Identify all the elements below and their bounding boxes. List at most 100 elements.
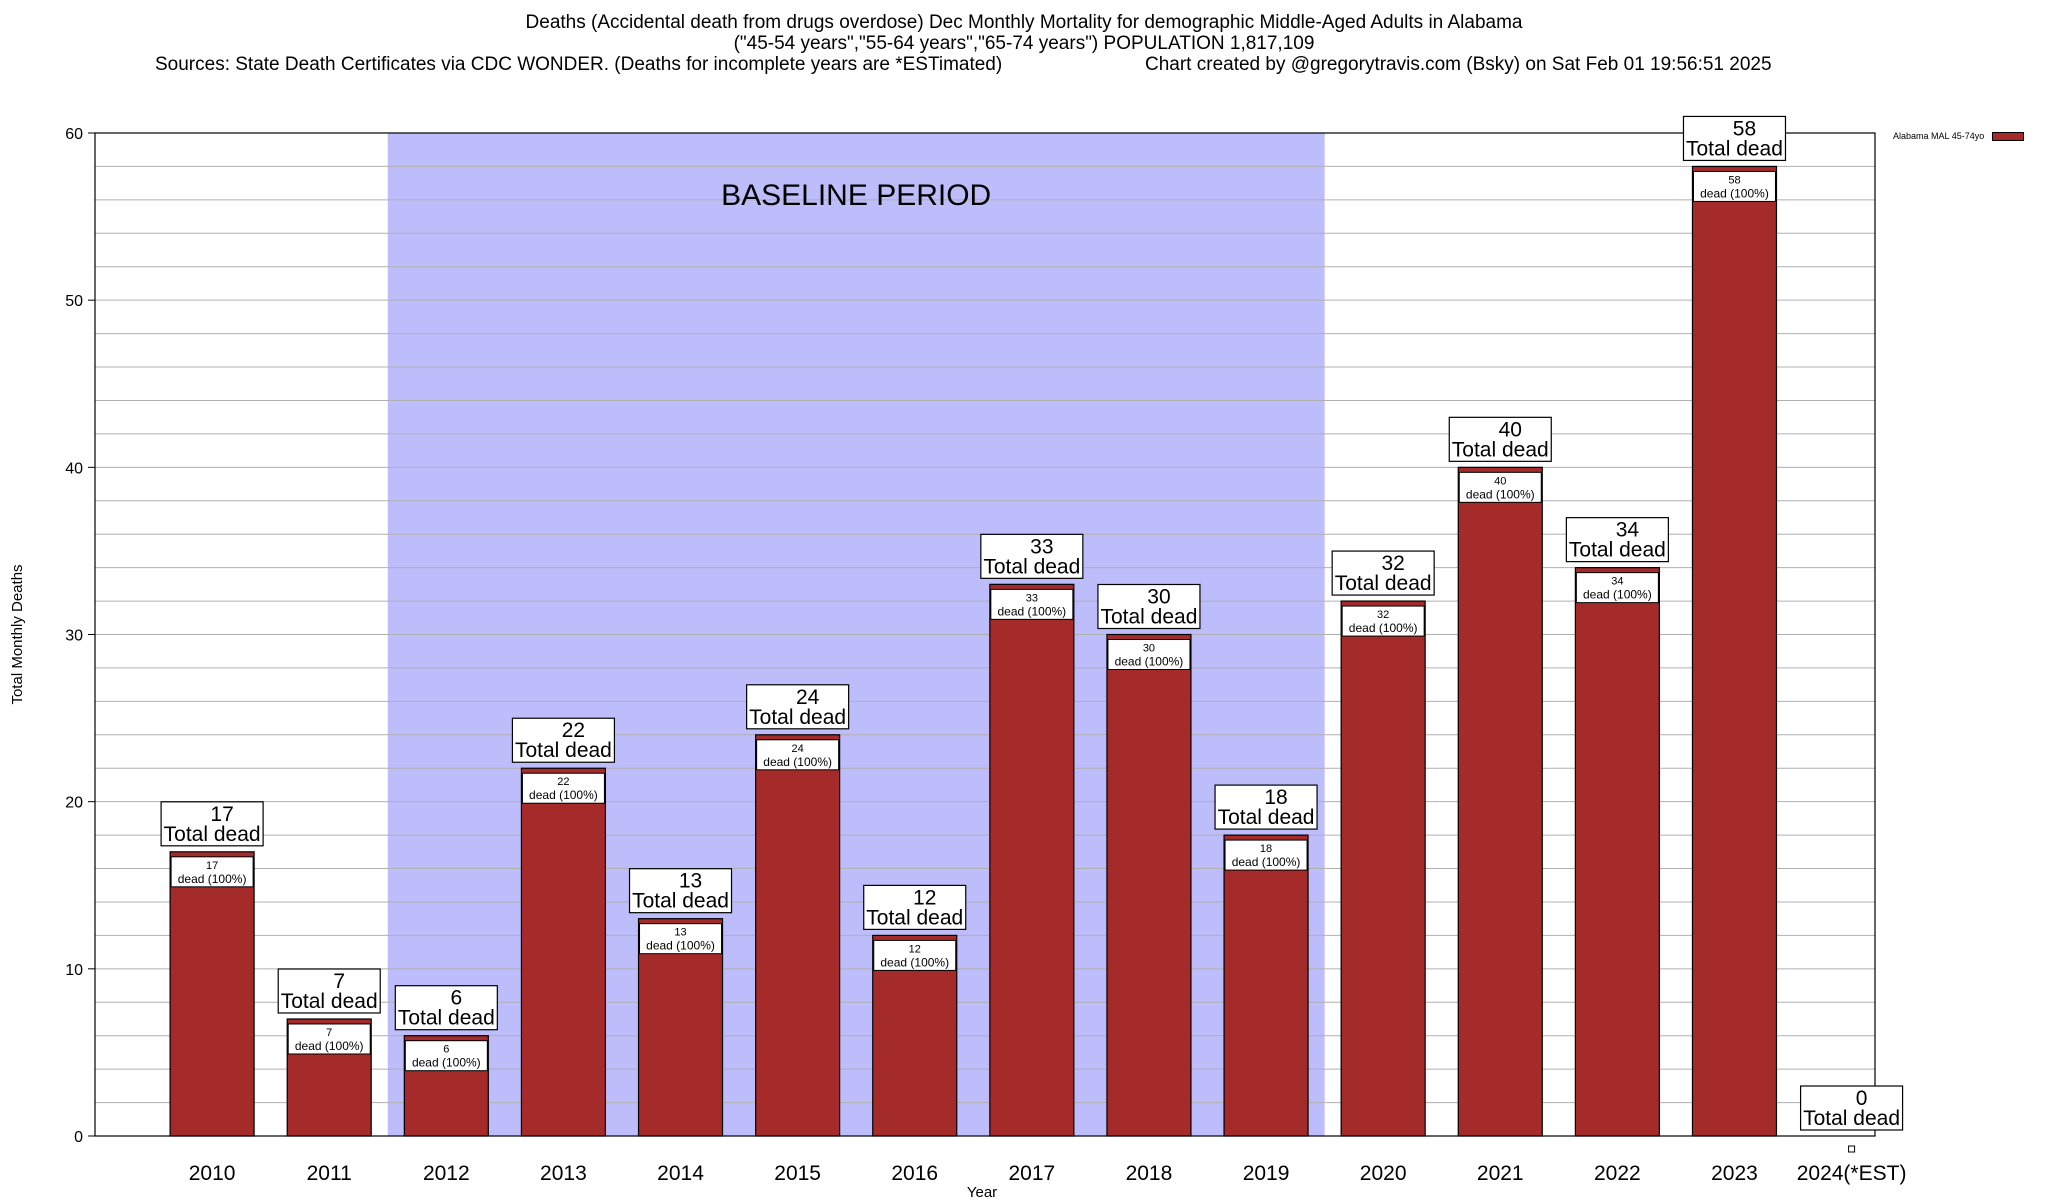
bar-total-value: 58 (1733, 117, 1756, 140)
bar-total-label-box (1448, 416, 1552, 462)
bar-inner-value: 6 (443, 1044, 449, 1056)
y-tick-label: 60 (65, 126, 83, 143)
bar-inner-value: 30 (1143, 643, 1155, 655)
bar-inner-percent: dead (100%) (880, 955, 949, 969)
bar (1340, 600, 1426, 1137)
bar-inner-percent: dead (100%) (1349, 621, 1418, 635)
bar-inner-value: 18 (1260, 843, 1272, 855)
bar-total-label: Total dead (398, 1007, 495, 1030)
bar-total-label: Total dead (1100, 606, 1197, 629)
bar-inner-label-box (990, 588, 1074, 620)
bar (169, 851, 255, 1137)
bar-total-value: 24 (796, 686, 820, 709)
bar-inner-percent: dead (100%) (1583, 588, 1652, 602)
bar-total-label-box (1799, 1085, 1904, 1131)
legend-swatch (1992, 131, 2025, 141)
bar-inner-label-box (521, 772, 605, 804)
bar-total-label: Total dead (1218, 806, 1315, 829)
bar-total-label: Total dead (1335, 572, 1432, 595)
bar-total-value: 17 (210, 803, 233, 826)
bar-total-value: 0 (1856, 1087, 1868, 1110)
x-tick-label: 2017 (1008, 1162, 1055, 1185)
credit-text: Chart created by @gregorytravis.com (Bsk… (1145, 54, 1772, 75)
bar (755, 734, 841, 1137)
bar-total-value: 32 (1381, 552, 1404, 575)
x-tick-label: 2019 (1243, 1162, 1290, 1185)
x-tick-label: 2014 (657, 1162, 704, 1185)
bar-total-label: Total dead (281, 990, 378, 1013)
bar-inner-label-box (1341, 605, 1425, 637)
bar (1691, 165, 1778, 1137)
bar-total-value: 40 (1499, 418, 1522, 441)
bar-total-label: Total dead (1452, 438, 1549, 461)
bar-inner-percent: dead (100%) (1466, 487, 1535, 501)
bar-total-label: Total dead (515, 739, 612, 762)
bar-total-value: 18 (1264, 786, 1287, 809)
zero-bar-marker (1848, 1145, 1856, 1153)
bar-total-value: 7 (333, 970, 345, 993)
x-tick-label: 2016 (891, 1162, 938, 1185)
bar-inner-percent: dead (100%) (1115, 655, 1184, 669)
x-tick-label: 2024(*EST) (1797, 1162, 1907, 1185)
x-tick-label: 2023 (1711, 1162, 1758, 1185)
bar-total-value: 34 (1616, 519, 1640, 542)
title-line-1: Deaths (Accidental death from drugs over… (525, 12, 1523, 33)
bar-inner-percent: dead (100%) (529, 788, 598, 802)
bar (1106, 633, 1192, 1137)
bar-total-label-box (160, 801, 264, 847)
bar-inner-value: 40 (1494, 475, 1506, 487)
bar-total-label-box (511, 717, 616, 763)
bar-inner-label-box (639, 923, 723, 955)
y-tick-label: 20 (65, 795, 83, 812)
bar (1574, 567, 1660, 1137)
chart-title: Deaths (Accidental death from drugs over… (0, 12, 2048, 54)
bar-total-value: 12 (913, 886, 936, 909)
bar-total-label: Total dead (866, 906, 963, 929)
bar (989, 583, 1075, 1137)
bar (520, 767, 607, 1137)
bar-inner-label-box (873, 939, 957, 971)
x-tick-label: 2012 (423, 1162, 470, 1185)
bar-total-label: Total dead (1803, 1107, 1900, 1130)
bar-inner-percent: dead (100%) (295, 1039, 364, 1053)
bar-inner-value: 34 (1611, 576, 1623, 588)
bar-total-value: 13 (679, 870, 702, 893)
bar-inner-value: 24 (792, 743, 804, 755)
bar-inner-percent: dead (100%) (646, 939, 715, 953)
bar-total-label-box (277, 968, 381, 1014)
legend-label: Alabama MAL 45-74yo (1893, 131, 1985, 141)
bar (1457, 466, 1543, 1137)
bar-total-label-box (1682, 115, 1787, 162)
bar-inner-value: 12 (909, 943, 921, 955)
bar-total-value: 33 (1030, 535, 1053, 558)
bar-total-label: Total dead (749, 706, 846, 729)
bar-inner-label-box (1692, 170, 1776, 202)
bar-total-label: Total dead (164, 823, 261, 846)
bar-total-label: Total dead (1686, 137, 1783, 160)
y-tick-label: 30 (65, 628, 83, 645)
baseline-period-label: BASELINE PERIOD (721, 179, 991, 212)
bar-inner-percent: dead (100%) (1232, 855, 1301, 869)
x-tick-label: 2018 (1126, 1162, 1173, 1185)
bar-total-value: 30 (1147, 586, 1170, 609)
bar-inner-label-box (404, 1040, 488, 1072)
bar-total-label: Total dead (983, 555, 1080, 578)
bar-inner-value: 33 (1026, 592, 1038, 604)
bar-total-value: 6 (450, 987, 462, 1010)
bar-inner-value: 22 (557, 776, 569, 788)
bar-inner-label-box (170, 856, 254, 888)
y-tick-label: 50 (65, 293, 83, 310)
bar-inner-value: 17 (206, 860, 218, 872)
bar-inner-label-box (1224, 839, 1308, 871)
bar-total-label-box (1565, 517, 1669, 563)
bar-inner-label-box (287, 1023, 371, 1055)
x-tick-label: 2021 (1477, 1162, 1524, 1185)
y-tick-label: 40 (65, 460, 83, 477)
y-tick-label: 0 (74, 1129, 83, 1146)
bar-total-label: Total dead (632, 890, 729, 913)
bar (1223, 834, 1309, 1137)
bar-inner-value: 7 (326, 1027, 332, 1039)
bar-total-label-box (628, 868, 733, 914)
sources-text: Sources: State Death Certificates via CD… (155, 54, 1003, 75)
x-axis-label: Year (967, 1184, 997, 1200)
